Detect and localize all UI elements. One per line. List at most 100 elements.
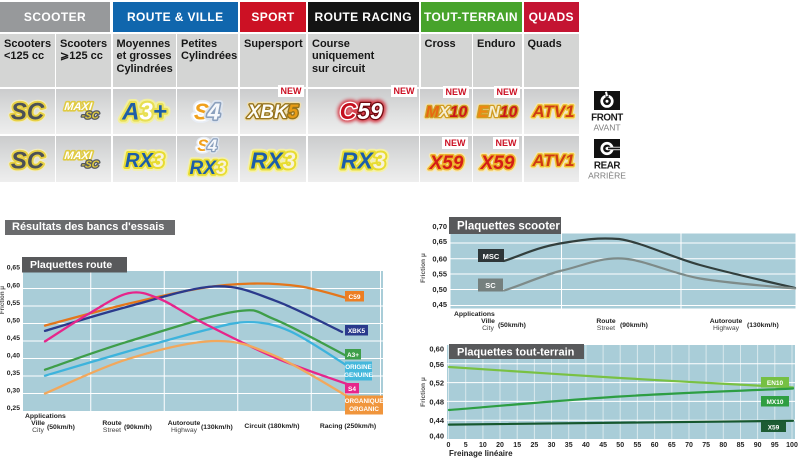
- svg-text:4: 4: [207, 98, 221, 124]
- svg-text:Ville: Ville: [31, 420, 45, 427]
- svg-text:0,65: 0,65: [7, 265, 20, 272]
- svg-text:S4: S4: [348, 386, 356, 393]
- svg-text:50: 50: [616, 442, 624, 449]
- svg-text:XBK5: XBK5: [247, 102, 299, 123]
- svg-text:35: 35: [565, 442, 573, 449]
- svg-text:95: 95: [771, 442, 779, 449]
- svg-text:20: 20: [496, 442, 504, 449]
- svg-text:0,50: 0,50: [7, 318, 20, 325]
- svg-text:MSC: MSC: [483, 252, 500, 261]
- svg-text:A3+: A3+: [121, 99, 167, 126]
- svg-text:C59: C59: [349, 294, 361, 301]
- svg-text:Friction μ: Friction μ: [420, 377, 427, 407]
- svg-text:-SC: -SC: [81, 111, 100, 122]
- svg-text:MAXI: MAXI: [64, 150, 94, 162]
- svg-text:MAXI: MAXI: [64, 101, 94, 113]
- svg-text:SC: SC: [11, 99, 45, 126]
- svg-text:Highway: Highway: [713, 325, 740, 332]
- svg-text:Street: Street: [103, 427, 121, 434]
- svg-text:S: S: [197, 136, 209, 155]
- svg-text:City: City: [482, 325, 494, 332]
- svg-text:SC: SC: [11, 148, 45, 175]
- svg-text:15: 15: [513, 442, 521, 449]
- svg-text:0,60: 0,60: [432, 255, 447, 264]
- svg-text:X59: X59: [480, 153, 515, 174]
- svg-text:S: S: [197, 136, 209, 155]
- svg-text:ORIGINE: ORIGINE: [345, 364, 372, 371]
- svg-text:Friction μ: Friction μ: [420, 253, 427, 283]
- svg-text:S: S: [194, 98, 210, 124]
- svg-text:RX3: RX3: [251, 147, 296, 173]
- svg-text:Street: Street: [597, 325, 615, 332]
- svg-text:SC: SC: [11, 148, 45, 175]
- svg-text:Plaquettes scooter: Plaquettes scooter: [457, 221, 560, 233]
- svg-text:Applications: Applications: [25, 413, 66, 420]
- svg-text:59: 59: [357, 98, 383, 124]
- svg-text:55: 55: [634, 442, 642, 449]
- svg-text:(130km/h): (130km/h): [201, 424, 233, 431]
- svg-text:25: 25: [531, 442, 539, 449]
- svg-text:X59: X59: [480, 153, 515, 174]
- svg-text:0,60: 0,60: [429, 345, 444, 354]
- svg-text:ORGANIQUE: ORGANIQUE: [345, 398, 384, 405]
- svg-text:Autoroute: Autoroute: [710, 318, 743, 325]
- svg-text:RX3: RX3: [341, 147, 386, 173]
- svg-text:0,40: 0,40: [429, 432, 444, 441]
- svg-text:Plaquettes tout-terrain: Plaquettes tout-terrain: [457, 347, 575, 359]
- svg-text:75: 75: [702, 442, 710, 449]
- svg-text:REAR: REAR: [594, 161, 620, 172]
- svg-text:ATV1: ATV1: [531, 151, 574, 170]
- svg-text:A3+: A3+: [121, 99, 167, 126]
- svg-text:(50km/h): (50km/h): [498, 322, 526, 329]
- svg-text:ATV1: ATV1: [531, 151, 574, 170]
- svg-text:A3+: A3+: [347, 352, 359, 359]
- svg-text:5: 5: [464, 442, 468, 449]
- svg-text:40: 40: [582, 442, 590, 449]
- svg-text:ATV1: ATV1: [531, 102, 574, 121]
- svg-text:0,55: 0,55: [432, 270, 447, 279]
- svg-text:100: 100: [786, 442, 798, 449]
- svg-text:0,60: 0,60: [7, 283, 20, 290]
- svg-text:S: S: [194, 98, 210, 124]
- svg-text:0,55: 0,55: [7, 300, 20, 307]
- svg-text:80: 80: [719, 442, 727, 449]
- svg-text:Circuit (180km/h): Circuit (180km/h): [244, 423, 299, 430]
- svg-text:70: 70: [685, 442, 693, 449]
- svg-text:4: 4: [207, 98, 221, 124]
- svg-text:C: C: [340, 98, 357, 124]
- svg-text:0: 0: [447, 442, 451, 449]
- svg-text:-SC: -SC: [81, 160, 100, 171]
- svg-text:0,25: 0,25: [7, 405, 20, 412]
- svg-text:FRONT: FRONT: [591, 113, 623, 124]
- svg-text:X59: X59: [428, 153, 463, 174]
- svg-text:Route: Route: [102, 420, 121, 427]
- svg-text:SC: SC: [11, 148, 45, 175]
- svg-text:A3+: A3+: [121, 99, 167, 126]
- svg-text:XBK5: XBK5: [247, 102, 299, 123]
- svg-text:-SC: -SC: [81, 160, 100, 171]
- svg-text:59: 59: [357, 98, 383, 124]
- svg-text:RX3: RX3: [190, 158, 227, 178]
- svg-text:Freinage linéaire: Freinage linéaire: [449, 449, 513, 458]
- svg-text:(90km/h): (90km/h): [620, 322, 648, 329]
- svg-text:RX3: RX3: [251, 147, 296, 173]
- svg-text:ARRIÈRE: ARRIÈRE: [588, 171, 626, 181]
- svg-text:60: 60: [651, 442, 659, 449]
- svg-text:0,56: 0,56: [429, 360, 444, 369]
- svg-text:MX10: MX10: [425, 104, 467, 121]
- svg-text:SC: SC: [485, 281, 496, 290]
- svg-text:Autoroute: Autoroute: [168, 420, 201, 427]
- svg-text:ATV1: ATV1: [531, 102, 574, 121]
- svg-text:X59: X59: [428, 153, 463, 174]
- svg-text:RX3: RX3: [190, 158, 227, 178]
- svg-text:0,45: 0,45: [432, 300, 447, 309]
- svg-text:0,70: 0,70: [432, 222, 447, 231]
- svg-text:RX3: RX3: [341, 147, 386, 173]
- svg-text:4: 4: [207, 136, 218, 155]
- svg-text:SC: SC: [11, 99, 45, 126]
- svg-text:MX10: MX10: [425, 104, 467, 121]
- svg-text:X59: X59: [768, 424, 780, 431]
- svg-text:RX3: RX3: [190, 158, 227, 178]
- svg-text:EN10: EN10: [767, 380, 784, 387]
- svg-text:GENUINE: GENUINE: [344, 372, 373, 379]
